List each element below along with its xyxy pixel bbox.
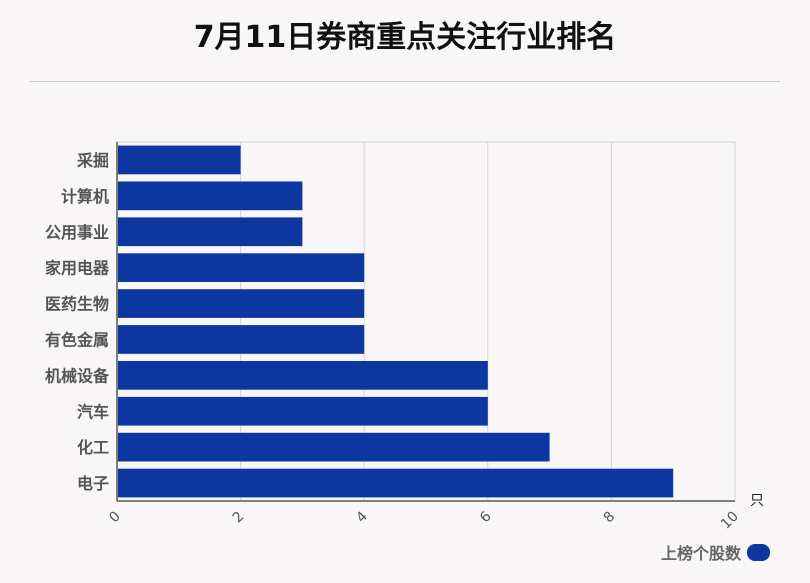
category-label-3: 家用电器 [45,259,110,278]
x-tick-label-5: 10 [718,509,742,533]
bar-6 [118,360,488,390]
category-label-0: 采掘 [76,151,109,170]
bar-5 [118,325,365,354]
category-label-5: 有色金属 [45,330,109,349]
bar-1 [118,181,303,211]
bar-7 [118,396,488,426]
x-tick-label-0: 0 [106,509,124,527]
category-label-4: 医药生物 [45,295,109,314]
category-label-6: 机械设备 [45,366,110,385]
bar-4 [118,289,365,318]
x-tick-label-1: 2 [230,509,248,527]
bar-3 [118,253,365,283]
bar-8 [118,432,550,462]
bar-9 [118,468,674,498]
category-label-9: 电子 [77,474,109,493]
x-unit-label: 只 [750,493,764,509]
bar-0 [118,145,241,175]
category-label-1: 计算机 [61,187,109,206]
legend: 上榜个股数 [661,540,770,564]
chart-title: 7月11日券商重点关注行业排名 [193,20,617,55]
legend-swatch[interactable] [747,543,770,561]
category-label-2: 公用事业 [45,223,109,242]
x-tick-label-3: 6 [477,508,495,526]
legend-label: 上榜个股数 [660,544,741,563]
category-label-7: 汽车 [77,402,109,421]
category-label-8: 化工 [77,438,109,457]
x-tick-label-2: 4 [353,508,371,526]
title-divider [30,81,780,82]
x-tick-label-4: 8 [601,509,619,527]
bar-2 [118,217,303,247]
